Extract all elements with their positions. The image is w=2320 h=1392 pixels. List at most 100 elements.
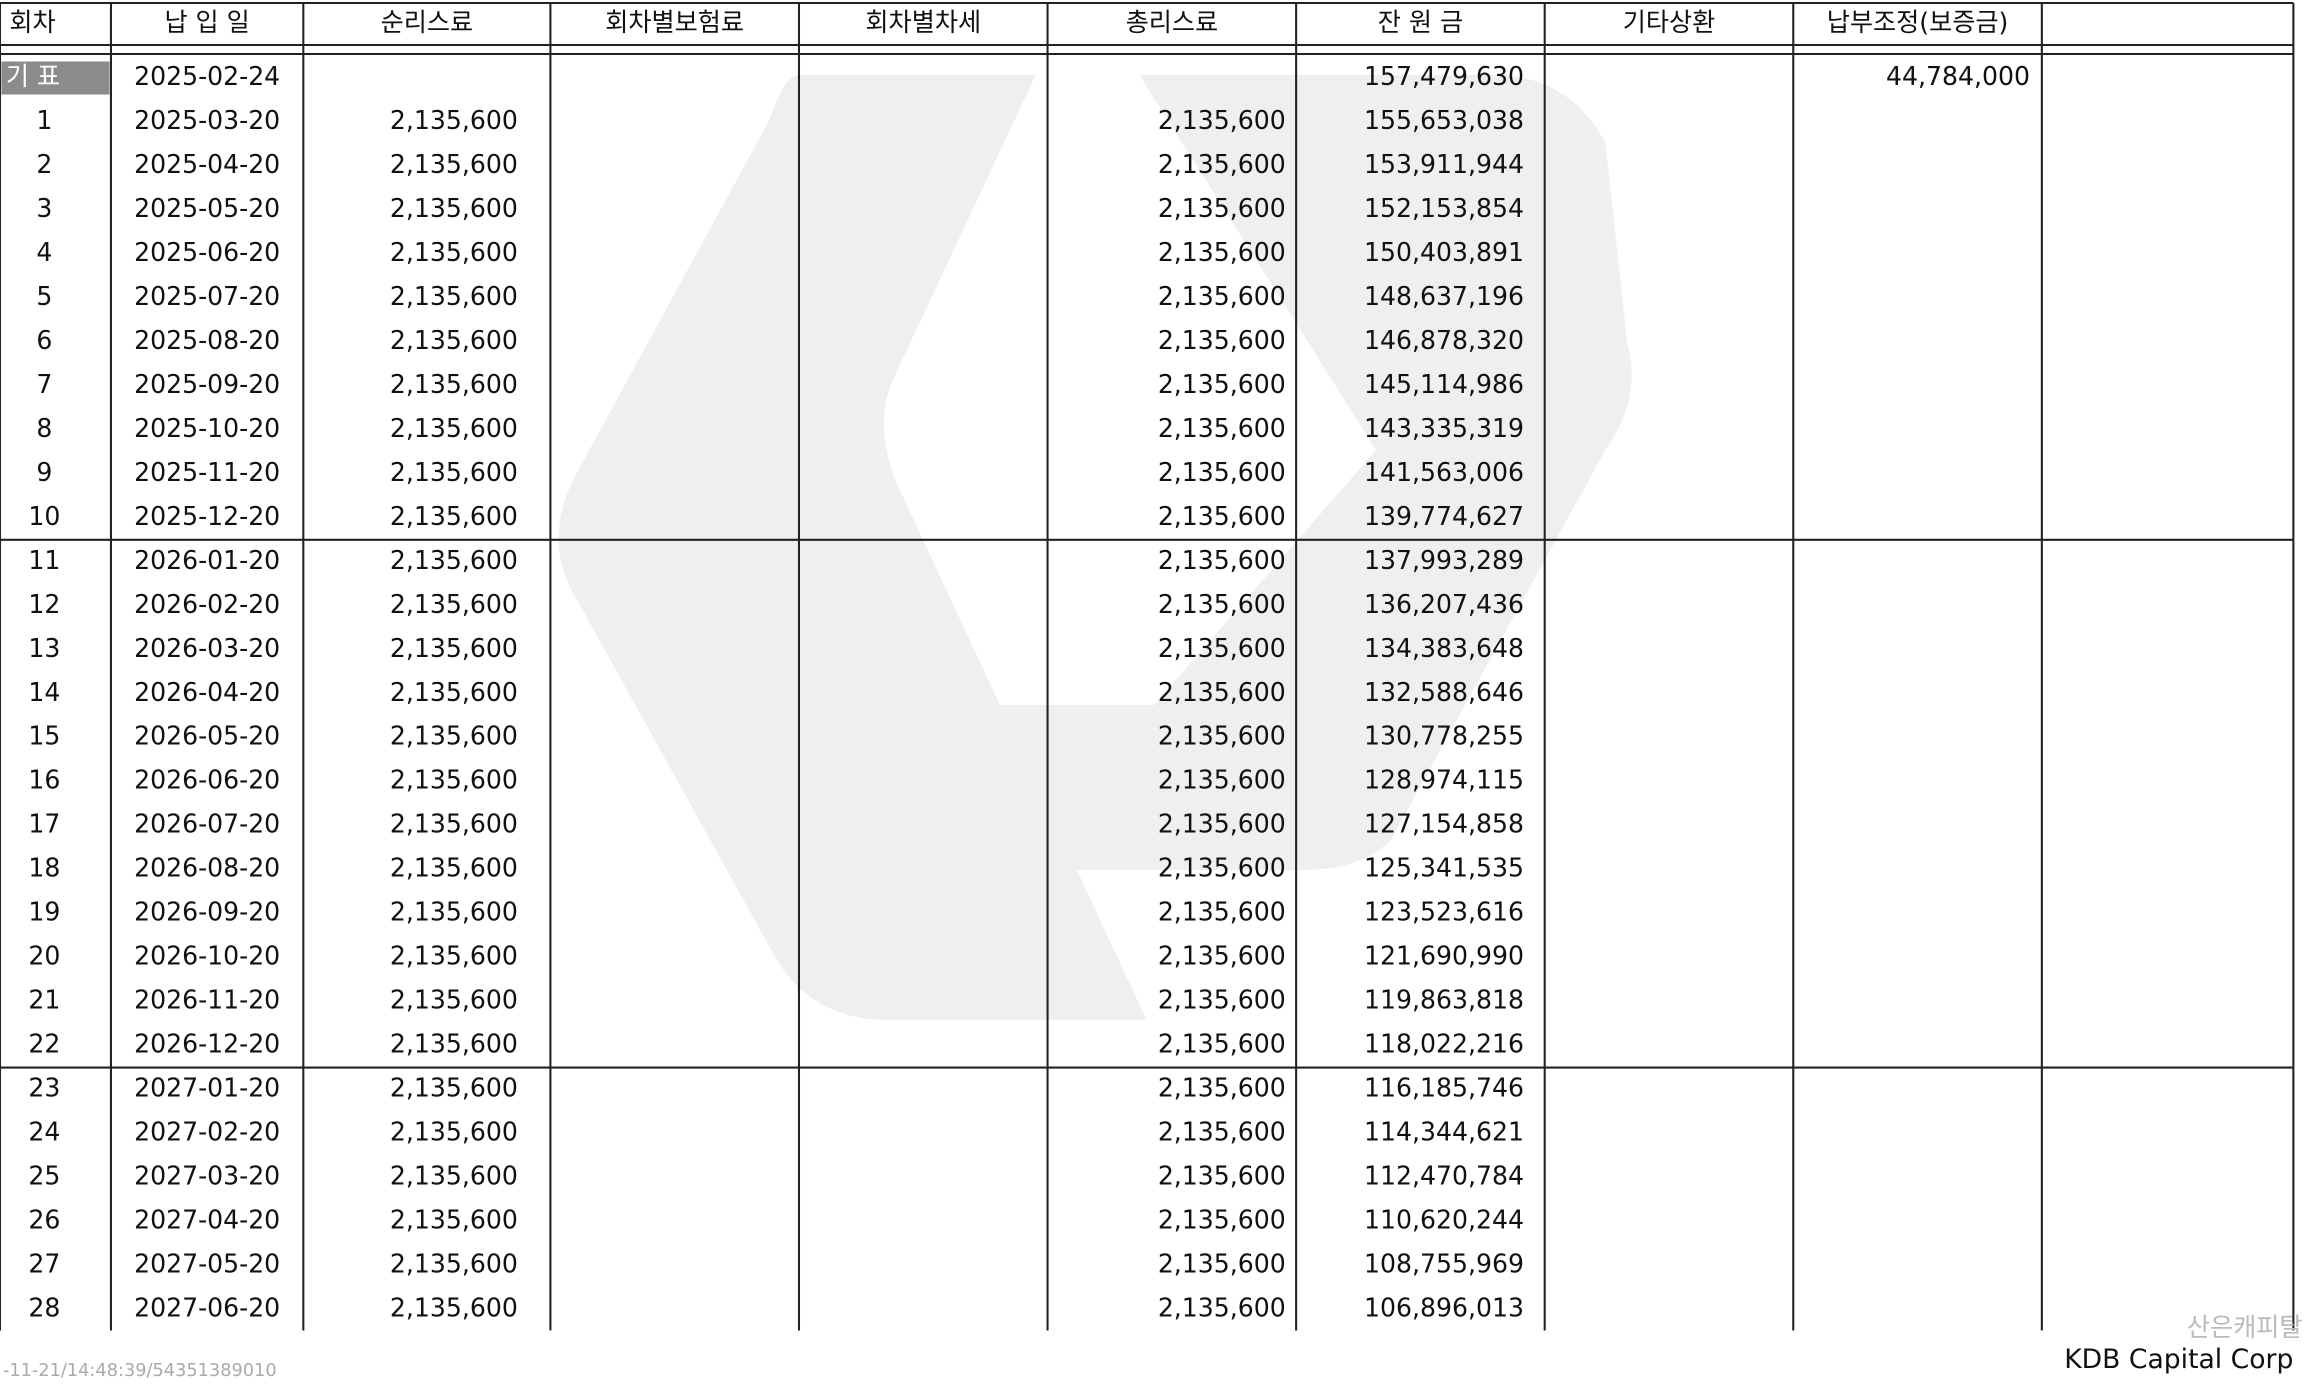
cell-net: 2,135,600 bbox=[390, 897, 518, 927]
row-number: 14 bbox=[28, 677, 60, 707]
cell-net: 2,135,600 bbox=[390, 413, 518, 443]
column-header: 납부조정(보증금) bbox=[1827, 7, 2009, 37]
cell-net: 2,135,600 bbox=[390, 1248, 518, 1278]
cell-date: 2027-06-20 bbox=[134, 1292, 280, 1322]
cell-date: 2025-04-20 bbox=[134, 149, 280, 179]
cell-date: 2025-07-20 bbox=[134, 281, 280, 311]
cell-date: 2026-06-20 bbox=[134, 765, 280, 795]
row-number: 7 bbox=[36, 369, 52, 399]
cell-total: 2,135,600 bbox=[1158, 809, 1286, 839]
cell-date: 2025-06-20 bbox=[134, 237, 280, 267]
cell-balance: 137,993,289 bbox=[1364, 545, 1524, 575]
column-header: 납 입 일 bbox=[164, 7, 249, 37]
cell-total: 2,135,600 bbox=[1158, 984, 1286, 1014]
column-header: 총리스료 bbox=[1126, 7, 1219, 37]
row-number: 25 bbox=[28, 1160, 60, 1190]
cell-date: 2025-05-20 bbox=[134, 193, 280, 223]
cell-total: 2,135,600 bbox=[1158, 853, 1286, 883]
cell-total: 2,135,600 bbox=[1158, 633, 1286, 663]
cell-net: 2,135,600 bbox=[390, 545, 518, 575]
cell-date: 2027-05-20 bbox=[134, 1248, 280, 1278]
cell-total: 2,135,600 bbox=[1158, 765, 1286, 795]
row-number: 19 bbox=[28, 897, 60, 927]
cell-date: 2025-08-20 bbox=[134, 325, 280, 355]
cell-date: 2026-07-20 bbox=[134, 809, 280, 839]
column-header: 기타상환 bbox=[1623, 7, 1716, 37]
cell-total: 2,135,600 bbox=[1158, 457, 1286, 487]
cell-total: 2,135,600 bbox=[1158, 1160, 1286, 1190]
cell-total: 2,135,600 bbox=[1158, 940, 1286, 970]
row-number: 23 bbox=[28, 1072, 60, 1102]
cell-total: 2,135,600 bbox=[1158, 281, 1286, 311]
cell-total: 2,135,600 bbox=[1158, 193, 1286, 223]
cell-date: 2026-03-20 bbox=[134, 633, 280, 663]
row-number: 20 bbox=[28, 940, 60, 970]
cell-balance: 141,563,006 bbox=[1364, 457, 1524, 487]
cell-date: 2027-02-20 bbox=[134, 1116, 280, 1146]
row-number: 8 bbox=[36, 413, 52, 443]
cell-balance: 148,637,196 bbox=[1364, 281, 1524, 311]
cell-net: 2,135,600 bbox=[390, 765, 518, 795]
cell-net: 2,135,600 bbox=[390, 1028, 518, 1058]
cell-balance: 128,974,115 bbox=[1364, 765, 1524, 795]
cell-net: 2,135,600 bbox=[390, 501, 518, 531]
cell-balance: 114,344,621 bbox=[1364, 1116, 1524, 1146]
cell-net: 2,135,600 bbox=[390, 369, 518, 399]
cell-balance: 136,207,436 bbox=[1364, 589, 1524, 619]
cell-total: 2,135,600 bbox=[1158, 149, 1286, 179]
table-grid bbox=[0, 1, 2295, 1331]
cell-total: 2,135,600 bbox=[1158, 1204, 1286, 1234]
row-number: 24 bbox=[28, 1116, 60, 1146]
row-number: 28 bbox=[28, 1292, 60, 1322]
cell-net: 2,135,600 bbox=[390, 1116, 518, 1146]
cell-date: 2027-01-20 bbox=[134, 1072, 280, 1102]
cell-balance: 121,690,990 bbox=[1364, 940, 1524, 970]
watermark bbox=[558, 75, 1632, 1020]
cell-net: 2,135,600 bbox=[390, 1292, 518, 1322]
row-number: 6 bbox=[36, 325, 52, 355]
row-number: 21 bbox=[28, 984, 60, 1014]
cell-date: 2027-04-20 bbox=[134, 1204, 280, 1234]
cell-total: 2,135,600 bbox=[1158, 1072, 1286, 1102]
cell-net: 2,135,600 bbox=[390, 633, 518, 663]
cell-balance: 132,588,646 bbox=[1364, 677, 1524, 707]
cell-balance: 130,778,255 bbox=[1364, 721, 1524, 751]
cell-date: 2026-05-20 bbox=[134, 721, 280, 751]
cell-total: 2,135,600 bbox=[1158, 501, 1286, 531]
row-number: 5 bbox=[36, 281, 52, 311]
column-header: 순리스료 bbox=[381, 7, 474, 37]
cell-total: 2,135,600 bbox=[1158, 413, 1286, 443]
row-number: 3 bbox=[36, 193, 52, 223]
cell-balance: 116,185,746 bbox=[1364, 1072, 1524, 1102]
cell-total: 2,135,600 bbox=[1158, 545, 1286, 575]
cell-total: 2,135,600 bbox=[1158, 897, 1286, 927]
row-number: 18 bbox=[28, 853, 60, 883]
cell-total: 2,135,600 bbox=[1158, 589, 1286, 619]
cell-date: 2025-02-24 bbox=[134, 61, 280, 91]
row-number: 22 bbox=[28, 1028, 60, 1058]
cell-balance: 157,479,630 bbox=[1364, 61, 1524, 91]
cell-net: 2,135,600 bbox=[390, 1072, 518, 1102]
cell-date: 2026-11-20 bbox=[134, 984, 280, 1014]
row-number: 16 bbox=[28, 765, 60, 795]
cell-net: 2,135,600 bbox=[390, 325, 518, 355]
cell-balance: 153,911,944 bbox=[1364, 149, 1524, 179]
row-number: 27 bbox=[28, 1248, 60, 1278]
cell-balance: 110,620,244 bbox=[1364, 1204, 1524, 1234]
cell-net: 2,135,600 bbox=[390, 149, 518, 179]
row-number: 12 bbox=[28, 589, 60, 619]
cell-total: 2,135,600 bbox=[1158, 369, 1286, 399]
cell-net: 2,135,600 bbox=[390, 589, 518, 619]
cell-net: 2,135,600 bbox=[390, 677, 518, 707]
cell-total: 2,135,600 bbox=[1158, 237, 1286, 267]
issue-row-marker bbox=[1, 61, 110, 95]
column-header: 잔 원 금 bbox=[1378, 7, 1463, 37]
cell-net: 2,135,600 bbox=[390, 237, 518, 267]
column-header: 회차별차세 bbox=[865, 7, 981, 37]
cell-net: 2,135,600 bbox=[390, 1204, 518, 1234]
cell-net: 2,135,600 bbox=[390, 853, 518, 883]
cell-net: 2,135,600 bbox=[390, 984, 518, 1014]
row-number: 9 bbox=[36, 457, 52, 487]
cell-balance: 150,403,891 bbox=[1364, 237, 1524, 267]
